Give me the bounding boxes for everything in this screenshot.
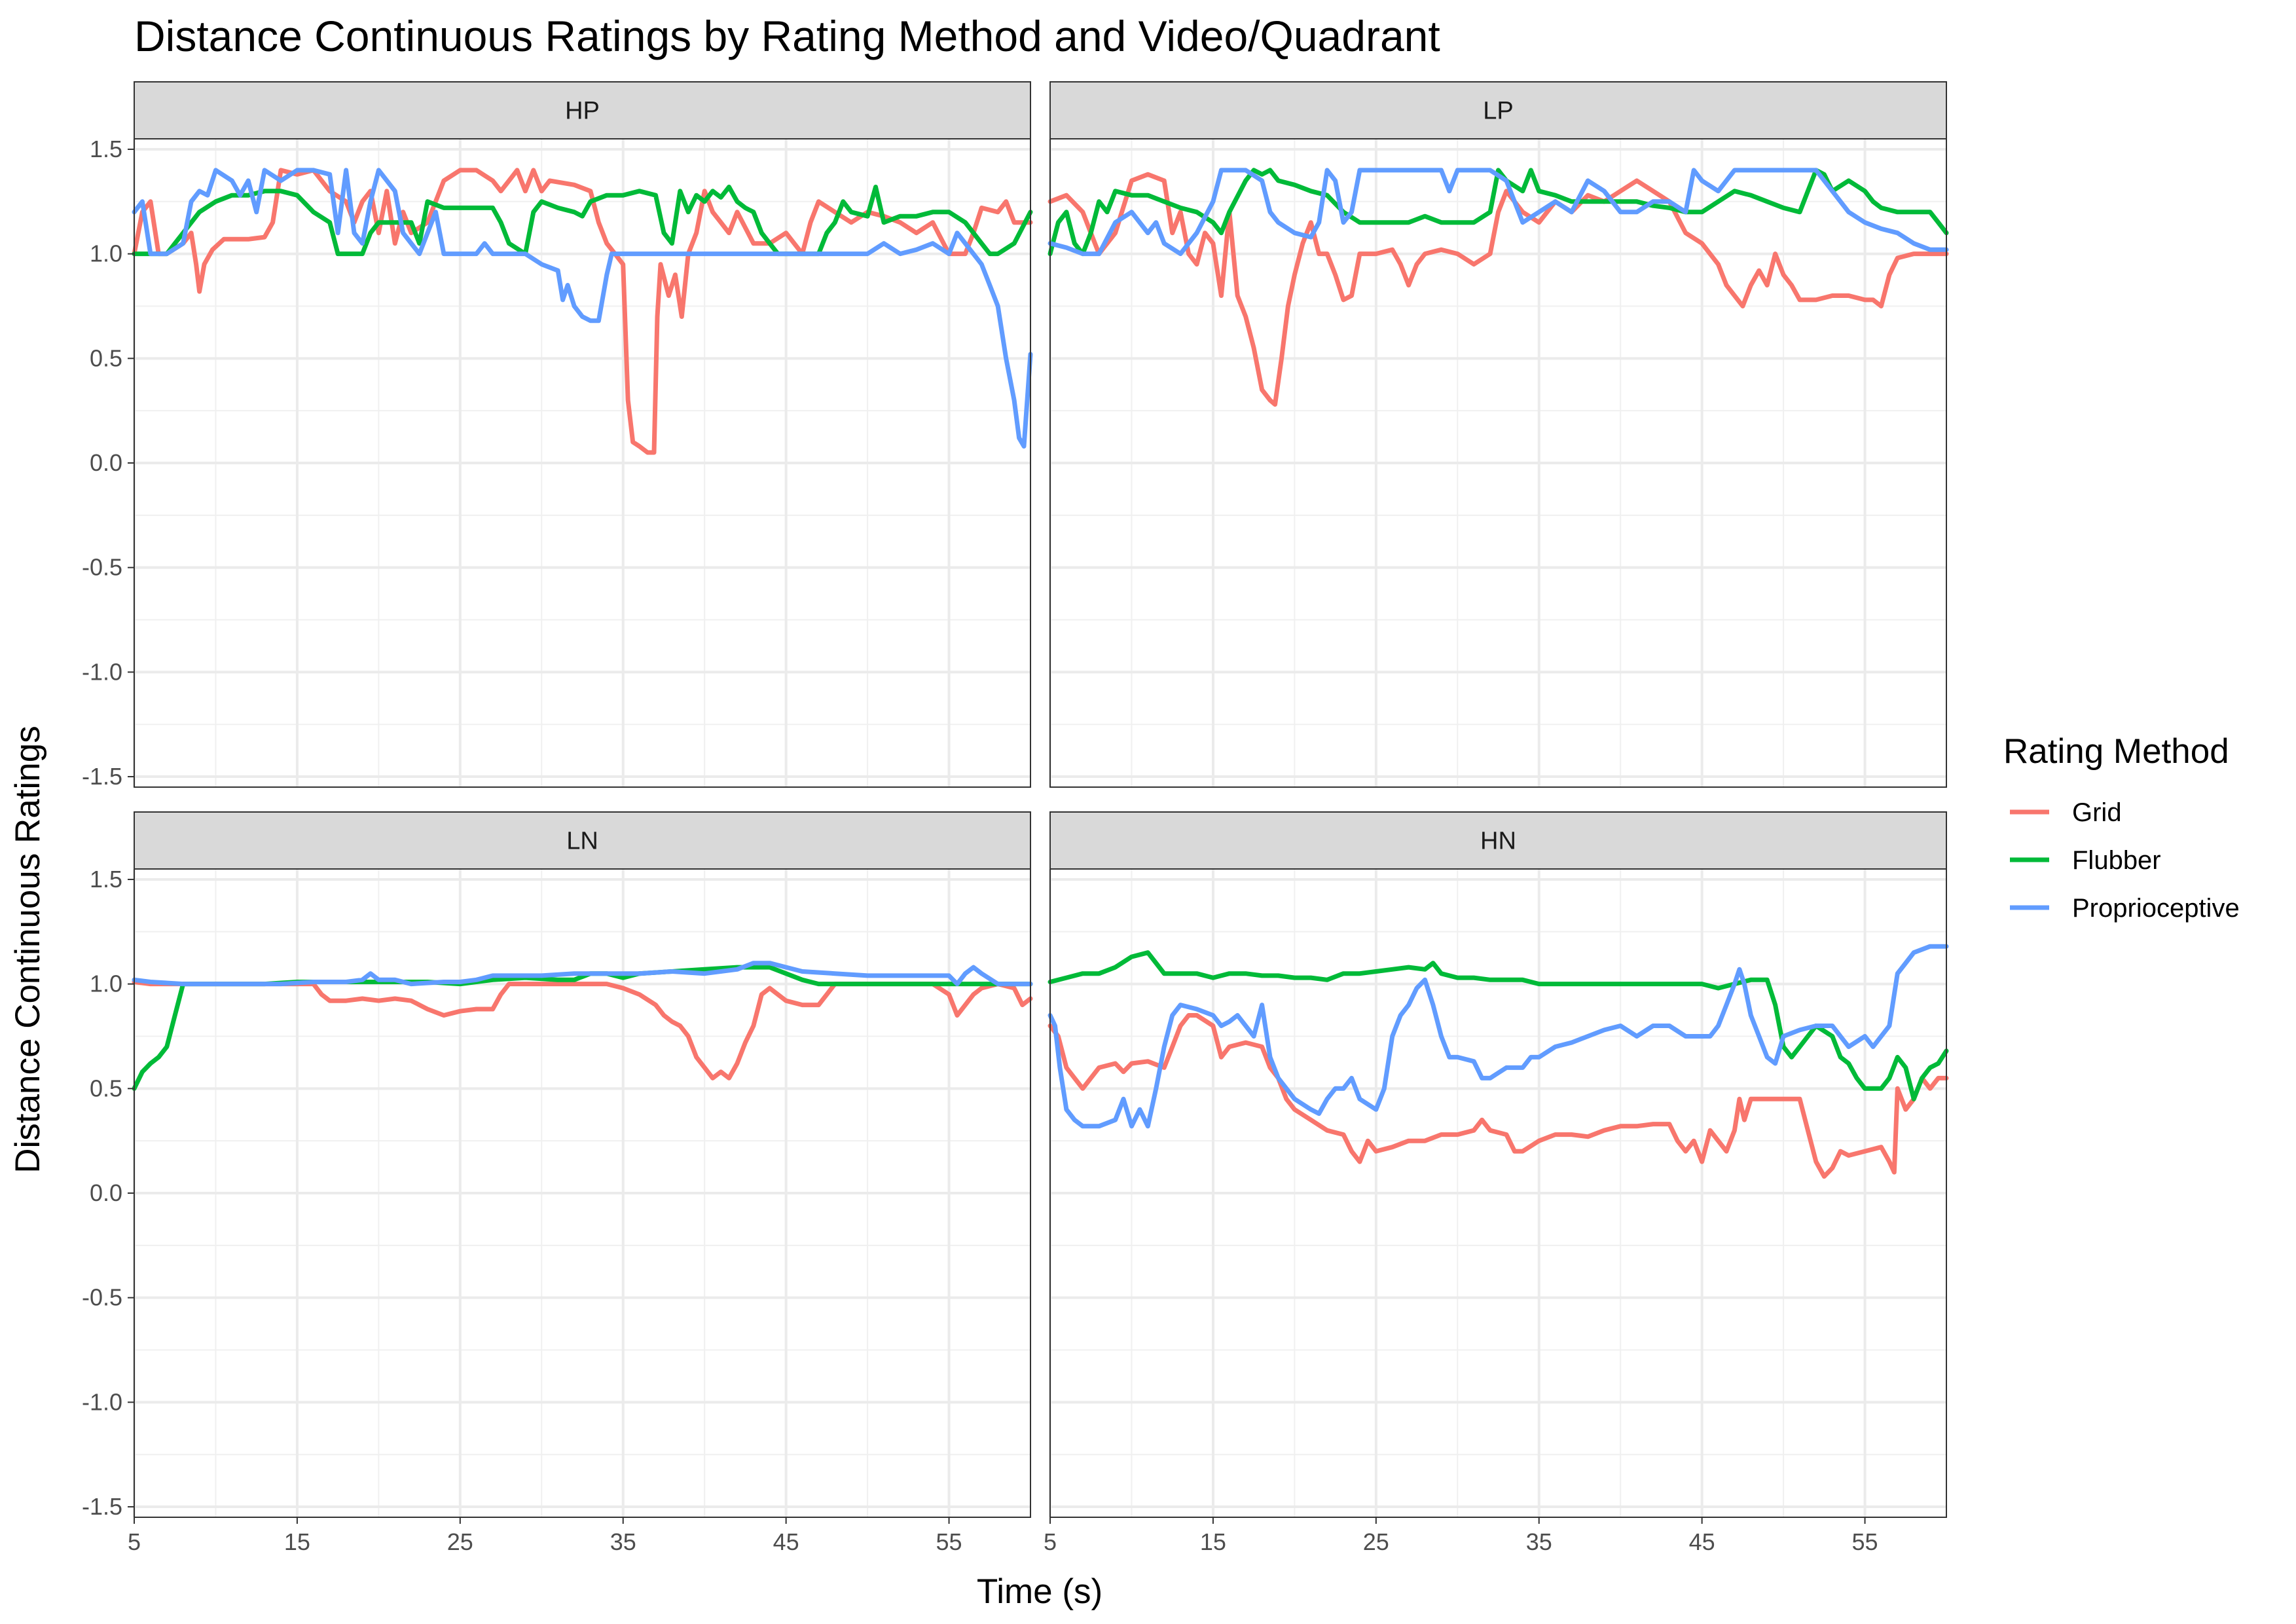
facet-strip-label: HP xyxy=(565,98,600,125)
y-tick-label: 1.0 xyxy=(90,970,122,997)
y-tick-label: 1.0 xyxy=(90,240,122,267)
facet-panels: HP -1.5 -1.0 -0.5 0.0 0.5 1.0 1.5 LP LN -1.5 -1.0 -0… xyxy=(82,81,1949,1555)
panel-border xyxy=(1049,138,1947,788)
x-tick-label: 15 xyxy=(1200,1528,1226,1555)
x-tick-label: 25 xyxy=(447,1528,473,1555)
series-line-grid xyxy=(1048,172,1949,407)
legend-label-proprioceptive: Proprioceptive xyxy=(2072,894,2240,923)
y-axis-title: Distance Continuous Ratings xyxy=(9,726,47,1173)
x-tick-label: 35 xyxy=(1526,1528,1552,1555)
y-tick-label: -0.5 xyxy=(82,1284,122,1311)
x-axis-title: Time (s) xyxy=(977,1572,1102,1611)
x-tick-label: 45 xyxy=(773,1528,799,1555)
series-line-grid xyxy=(1048,1013,1949,1179)
series-line-proprioceptive xyxy=(1048,168,1949,257)
series-line-flubber xyxy=(1048,168,1949,257)
series-line-proprioceptive xyxy=(132,168,1033,449)
y-tick-label: 0.5 xyxy=(90,344,122,371)
y-tick-label: -1.0 xyxy=(82,658,122,685)
y-tick-label: 0.0 xyxy=(90,1179,122,1206)
facet-panel: LN -1.5 -1.0 -0.5 0.0 0.5 1.0 1.5 5 15 25 35 45 55 xyxy=(82,811,1033,1555)
facet-panel: HP -1.5 -1.0 -0.5 0.0 0.5 1.0 1.5 xyxy=(82,81,1033,790)
y-tick-label: 0.0 xyxy=(90,449,122,476)
legend-label-grid: Grid xyxy=(2072,798,2122,827)
x-tick-label: 55 xyxy=(936,1528,962,1555)
y-tick-label: 1.5 xyxy=(90,866,122,893)
x-tick-label: 55 xyxy=(1852,1528,1878,1555)
x-tick-label: 45 xyxy=(1689,1528,1715,1555)
facet-panel: LP xyxy=(1048,81,1949,788)
facet-strip-label: LP xyxy=(1483,98,1513,125)
facet-strip xyxy=(1049,811,1947,870)
series-line-flubber xyxy=(1048,950,1949,1101)
series-line-proprioceptive xyxy=(1048,944,1949,1129)
legend-label-flubber: Flubber xyxy=(2072,846,2161,875)
panel-border xyxy=(1049,868,1947,1518)
y-tick-label: 0.5 xyxy=(90,1075,122,1101)
x-tick-label: 25 xyxy=(1363,1528,1389,1555)
legend: Rating Method Grid Flubber Proprioceptive xyxy=(2003,732,2240,923)
x-tick-label: 5 xyxy=(128,1528,141,1555)
x-tick-label: 15 xyxy=(284,1528,310,1555)
y-tick-label: 1.5 xyxy=(90,136,122,162)
y-tick-label: -1.5 xyxy=(82,763,122,790)
legend-title: Rating Method xyxy=(2003,732,2229,771)
facet-panel: HN 5 15 25 35 45 55 xyxy=(1044,811,1949,1555)
y-tick-label: -0.5 xyxy=(82,554,122,581)
y-tick-label: -1.0 xyxy=(82,1388,122,1415)
x-tick-label: 35 xyxy=(610,1528,636,1555)
facet-strip-label: HN xyxy=(1480,828,1516,855)
facet-strip xyxy=(1049,81,1947,139)
chart-title: Distance Continuous Ratings by Rating Me… xyxy=(134,12,1440,60)
x-tick-label: 5 xyxy=(1044,1528,1057,1555)
y-tick-label: -1.5 xyxy=(82,1493,122,1520)
series-line-flubber xyxy=(132,185,1033,257)
facet-strip xyxy=(134,81,1031,139)
series-line-proprioceptive xyxy=(132,961,1033,987)
facet-strip-label: LN xyxy=(566,828,598,855)
